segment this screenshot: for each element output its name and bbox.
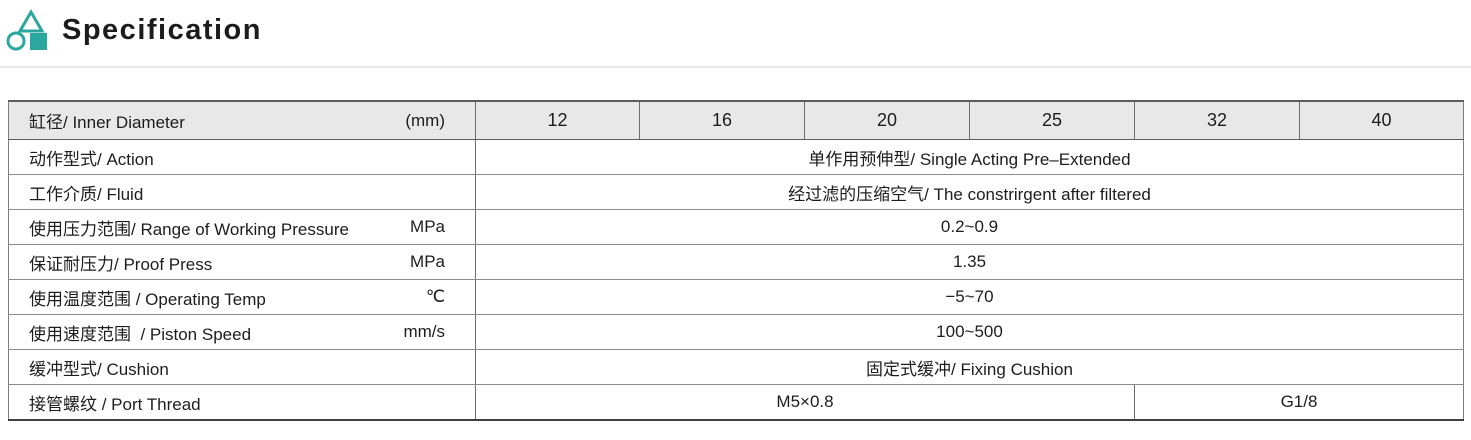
port-thread-small-bores: M5×0.8: [475, 384, 1135, 421]
diameter-value: 16: [639, 101, 805, 140]
specification-table: 缸径/ Inner Diameter (mm) 12 16 20 25 32 4…: [8, 100, 1464, 421]
row-label: 使用压力范围/ Range of Working Pressure: [29, 219, 349, 239]
diameter-value: 25: [969, 101, 1135, 140]
row-value: 固定式缓冲/ Fixing Cushion: [475, 349, 1464, 385]
geometric-shapes-icon: [6, 9, 47, 51]
row-label-cell: 使用压力范围/ Range of Working Pressure MPa: [8, 209, 476, 245]
row-label-cell: 工作介质/ Fluid: [8, 174, 476, 210]
table-row-inner-diameter: 缸径/ Inner Diameter (mm) 12 16 20 25 32 4…: [8, 101, 1464, 140]
row-label: 使用温度范围 / Operating Temp: [29, 289, 266, 309]
row-label-cell: 缓冲型式/ Cushion: [8, 349, 476, 385]
row-label-cell: 使用速度范围 / Piston Speed mm/s: [8, 314, 476, 350]
table-row-piston-speed: 使用速度范围 / Piston Speed mm/s 100~500: [8, 314, 1464, 350]
row-label-cell: 接管螺纹 / Port Thread: [8, 384, 476, 421]
row-label: 保证耐压力/ Proof Press: [29, 254, 213, 274]
section-header: Specification: [6, 8, 262, 52]
row-label-cell: 动作型式/ Action: [8, 139, 476, 175]
row-value: 单作用预伸型/ Single Acting Pre–Extended: [475, 139, 1464, 175]
table-row-working-pressure: 使用压力范围/ Range of Working Pressure MPa 0.…: [8, 209, 1464, 245]
row-unit: ℃: [425, 287, 445, 306]
row-label-cell: 使用温度范围 / Operating Temp ℃: [8, 279, 476, 315]
row-label: 接管螺纹 / Port Thread: [29, 394, 201, 414]
diameter-value: 20: [804, 101, 970, 140]
table-row-proof-pressure: 保证耐压力/ Proof Press MPa 1.35: [8, 244, 1464, 280]
horizontal-divider: [0, 66, 1471, 68]
port-thread-large-bores: G1/8: [1134, 384, 1464, 421]
row-label-cell: 缸径/ Inner Diameter (mm): [8, 101, 476, 140]
table-row-port-thread: 接管螺纹 / Port Thread M5×0.8 G1/8: [8, 384, 1464, 421]
table-row-cushion: 缓冲型式/ Cushion 固定式缓冲/ Fixing Cushion: [8, 349, 1464, 385]
table-row-operating-temp: 使用温度范围 / Operating Temp ℃ −5~70: [8, 279, 1464, 315]
row-value: 100~500: [475, 314, 1464, 350]
row-value: 1.35: [475, 244, 1464, 280]
row-label-cell: 保证耐压力/ Proof Press MPa: [8, 244, 476, 280]
row-unit: mm/s: [403, 322, 445, 341]
diameter-value: 32: [1134, 101, 1300, 140]
row-value: 0.2~0.9: [475, 209, 1464, 245]
table-row-action: 动作型式/ Action 单作用预伸型/ Single Acting Pre–E…: [8, 139, 1464, 175]
diameter-value: 12: [475, 101, 640, 140]
row-value: 经过滤的压缩空气/ The constrirgent after filtere…: [475, 174, 1464, 210]
row-label: 工作介质/ Fluid: [29, 184, 144, 204]
page-title: Specification: [62, 14, 262, 46]
row-label: 使用速度范围 / Piston Speed: [29, 324, 252, 344]
diameter-value: 40: [1299, 101, 1464, 140]
table-row-fluid: 工作介质/ Fluid 经过滤的压缩空气/ The constrirgent a…: [8, 174, 1464, 210]
row-label: 缓冲型式/ Cushion: [29, 359, 169, 379]
row-unit: MPa: [410, 252, 445, 271]
row-unit: MPa: [410, 217, 445, 236]
row-unit: (mm): [405, 110, 445, 130]
row-value: −5~70: [475, 279, 1464, 315]
row-label: 缸径/ Inner Diameter: [29, 113, 185, 132]
row-label: 动作型式/ Action: [29, 149, 154, 169]
